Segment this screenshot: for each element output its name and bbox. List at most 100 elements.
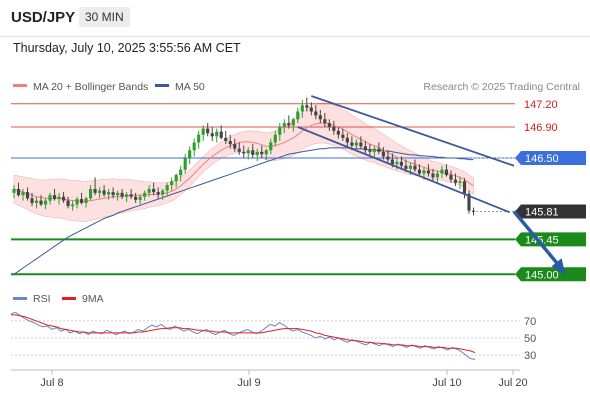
x-tick-label: Jul 10	[432, 377, 461, 389]
datetime-label: Thursday, July 10, 2025 3:55:56 AM CET	[13, 41, 241, 55]
candle-body	[170, 181, 174, 186]
candle-body	[458, 181, 462, 183]
candle-body	[12, 189, 16, 193]
candle-body	[34, 200, 39, 203]
rsi-level-label-70: 70	[524, 316, 536, 328]
lower-channel-trendline	[297, 126, 510, 214]
candle-body	[255, 151, 259, 155]
candle-body	[350, 142, 354, 146]
candle-body	[417, 169, 422, 174]
candle-body	[116, 192, 120, 196]
candle-body	[404, 165, 408, 169]
candle-body	[228, 140, 232, 145]
candle-body	[174, 175, 178, 182]
candle-body	[332, 127, 336, 131]
candle-body	[260, 151, 264, 155]
candle-body	[93, 189, 97, 193]
rsi-level-label-50: 50	[524, 333, 536, 345]
candle-body	[318, 115, 322, 120]
candle-body	[282, 123, 286, 127]
x-tick-label: Jul 8	[40, 377, 63, 389]
level-label-145.00: 145.00	[525, 269, 559, 281]
candle-body	[345, 137, 349, 143]
candle-body	[111, 192, 115, 196]
rsi-panel: 70 50 30	[10, 311, 536, 362]
x-axis: Jul 8 Jul 9 Jul 10 Jul 20	[40, 370, 528, 389]
candle-body	[233, 144, 237, 149]
candle-body	[183, 158, 187, 170]
candle-body	[206, 128, 210, 134]
candle-body	[43, 200, 48, 205]
candle-body	[246, 150, 250, 154]
candle-body	[219, 131, 223, 138]
candle-body	[273, 134, 277, 143]
candle-body	[296, 111, 300, 120]
rsi-line	[10, 311, 476, 360]
candle-body	[341, 134, 345, 138]
candle-body	[52, 195, 57, 200]
candle-body	[287, 123, 291, 126]
level-tag-146.50	[515, 151, 586, 165]
candle-body	[386, 156, 390, 160]
candle-body	[422, 170, 426, 174]
level-label-146.50: 146.50	[525, 153, 559, 165]
level-tag-145.00	[515, 267, 586, 282]
candle-body	[449, 175, 453, 180]
candle-body	[215, 131, 219, 137]
candle-body	[336, 130, 340, 135]
candle-body	[291, 119, 295, 126]
level-label-145.81: 145.81	[525, 206, 559, 218]
candle-body	[278, 127, 282, 135]
timeframe-button[interactable]: 30 MIN	[79, 7, 130, 27]
candle-body	[359, 142, 363, 147]
level-tag-145.81	[515, 204, 586, 219]
candle-body	[435, 173, 440, 178]
ma20-legend-swatch	[13, 84, 27, 87]
rsi-level-label-30: 30	[524, 350, 536, 362]
candle-body	[323, 119, 327, 124]
candle-body	[242, 151, 246, 154]
bollinger-band	[13, 102, 474, 222]
candle-body	[395, 161, 399, 165]
candle-body	[192, 142, 196, 151]
ma20-legend-label: MA 20 + Bollinger Bands	[33, 81, 148, 93]
candle-body	[125, 194, 129, 197]
ma50-line	[13, 147, 474, 275]
candle-body	[70, 204, 75, 207]
level-label-146.90: 146.90	[524, 122, 558, 134]
candle-body	[390, 159, 394, 165]
candle-body	[61, 196, 66, 201]
candle-body	[300, 105, 304, 112]
candle-body	[413, 165, 417, 170]
candle-body	[30, 198, 34, 203]
candle-body	[16, 189, 21, 196]
candle-body	[327, 123, 331, 127]
candle-body	[138, 196, 142, 200]
candle-body	[237, 148, 241, 152]
candle-body	[408, 165, 413, 169]
pair-title: USD/JPY	[11, 9, 76, 26]
candle-body	[309, 107, 313, 112]
upper-channel-trendline	[311, 95, 515, 167]
candle-body	[179, 169, 183, 176]
candle-body	[201, 128, 205, 135]
candle-body	[381, 151, 385, 157]
candle-body	[25, 192, 30, 199]
candle-body	[426, 170, 431, 174]
candle-body	[467, 193, 471, 211]
candle-body	[197, 134, 201, 143]
candle-body	[57, 196, 61, 200]
candle-body	[462, 181, 467, 194]
candle-body	[147, 189, 151, 193]
x-tick-label: Jul 9	[237, 377, 260, 389]
candle-body	[75, 199, 79, 205]
candle-body	[161, 190, 165, 195]
candle-body	[188, 150, 192, 158]
candle-body	[471, 210, 476, 212]
candle-body	[102, 190, 106, 195]
candle-body	[431, 173, 435, 178]
candle-body	[134, 196, 138, 200]
candle-body	[79, 199, 84, 203]
